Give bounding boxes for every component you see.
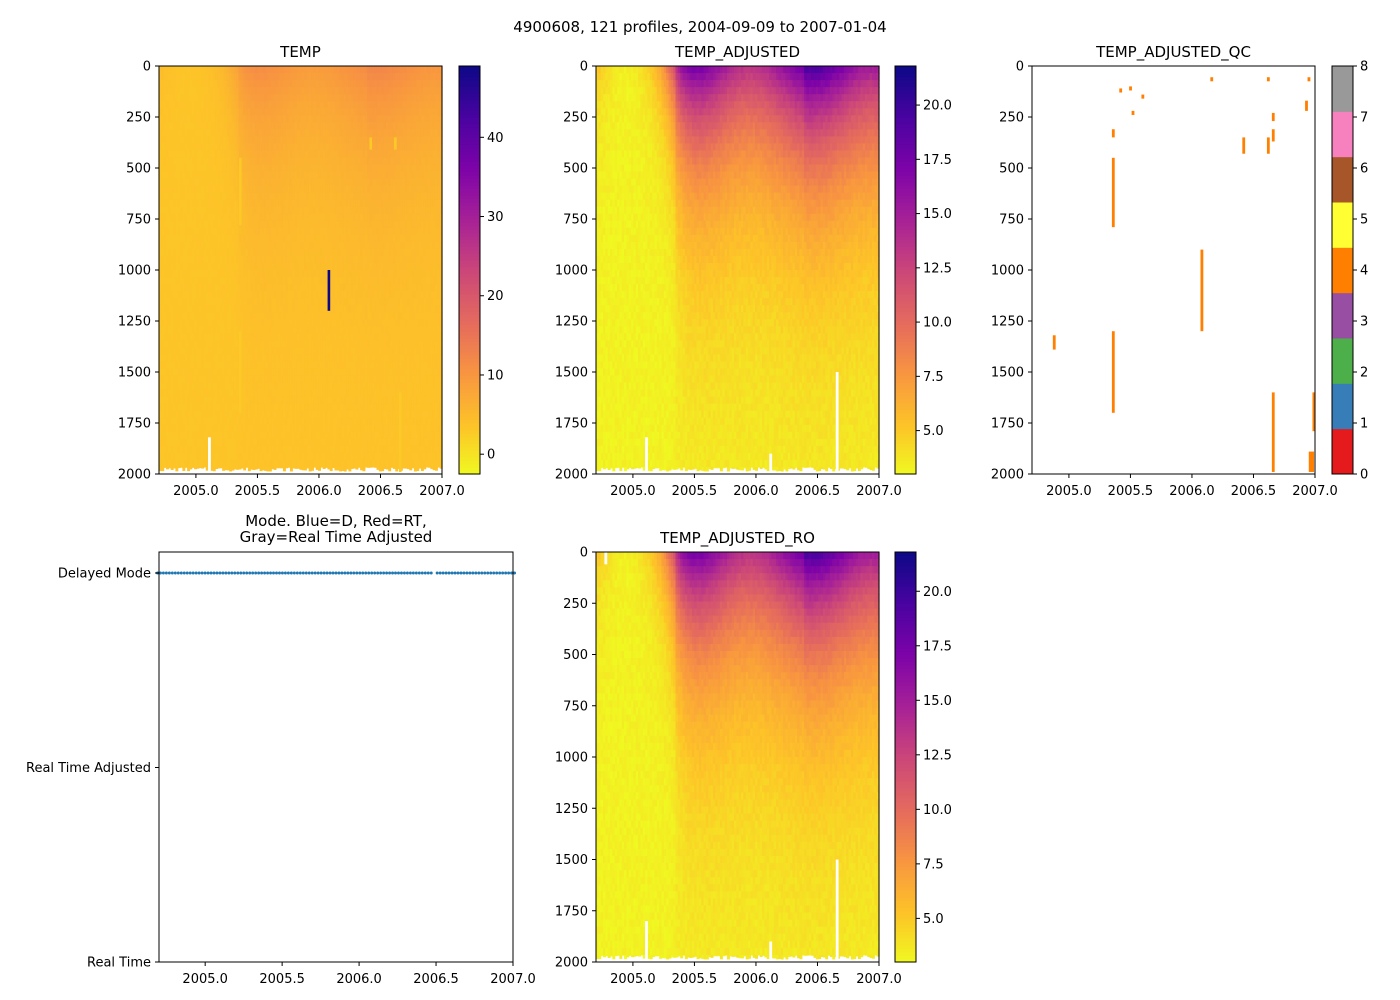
plots-container: TEMP0250500750100012501500175020002005.0… xyxy=(26,43,1368,987)
figure: 4900608, 121 profiles, 2004-09-09 to 200… xyxy=(0,0,1400,1000)
chart-temp: TEMP0250500750100012501500175020002005.0… xyxy=(118,43,504,499)
figure-title: 4900608, 121 profiles, 2004-09-09 to 200… xyxy=(513,18,886,36)
